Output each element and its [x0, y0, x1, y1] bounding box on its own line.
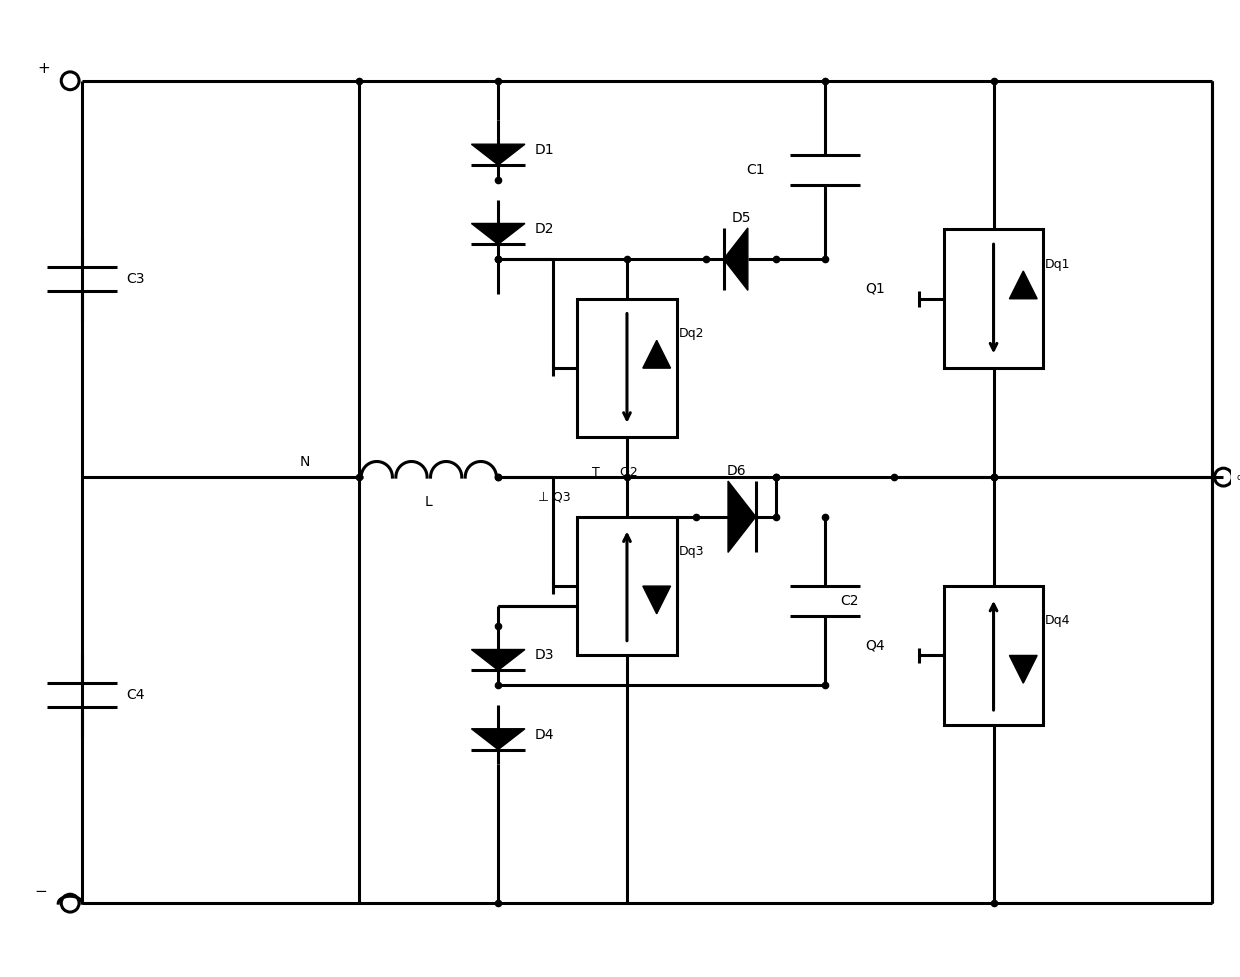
Text: N: N [300, 455, 310, 469]
Text: Q1: Q1 [864, 281, 884, 296]
Text: C2: C2 [839, 594, 858, 608]
Text: C4: C4 [126, 688, 145, 702]
Text: L: L [425, 495, 433, 509]
Polygon shape [471, 729, 525, 749]
Text: D5: D5 [732, 211, 750, 225]
Bar [944, 230, 1043, 368]
Bar [578, 517, 677, 656]
Polygon shape [1009, 271, 1037, 299]
Polygon shape [471, 145, 525, 165]
Polygon shape [471, 650, 525, 670]
Text: D3: D3 [534, 649, 554, 662]
Text: Dq1: Dq1 [1045, 258, 1070, 271]
Polygon shape [642, 340, 671, 368]
Text: C3: C3 [126, 272, 145, 286]
Polygon shape [642, 586, 671, 614]
Polygon shape [728, 481, 755, 552]
Text: Q2: Q2 [613, 466, 637, 479]
Text: Dq4: Dq4 [1045, 615, 1070, 627]
Text: −: − [35, 884, 47, 899]
Text: D6: D6 [727, 464, 745, 478]
Text: D2: D2 [534, 223, 554, 236]
Polygon shape [471, 224, 525, 244]
Polygon shape [1009, 656, 1037, 683]
Text: Q4: Q4 [864, 639, 884, 653]
Bar [578, 299, 677, 438]
Text: +: + [37, 62, 50, 76]
Text: Dq2: Dq2 [678, 327, 704, 340]
Text: T: T [593, 466, 600, 479]
Text: D1: D1 [534, 144, 554, 157]
Text: Dq3: Dq3 [678, 545, 704, 558]
Text: C1: C1 [746, 163, 765, 177]
Bar [944, 586, 1043, 725]
Polygon shape [724, 228, 748, 290]
Text: o: o [1236, 473, 1240, 482]
Text: D4: D4 [534, 728, 554, 742]
Text: ⊥ Q3: ⊥ Q3 [538, 490, 570, 503]
